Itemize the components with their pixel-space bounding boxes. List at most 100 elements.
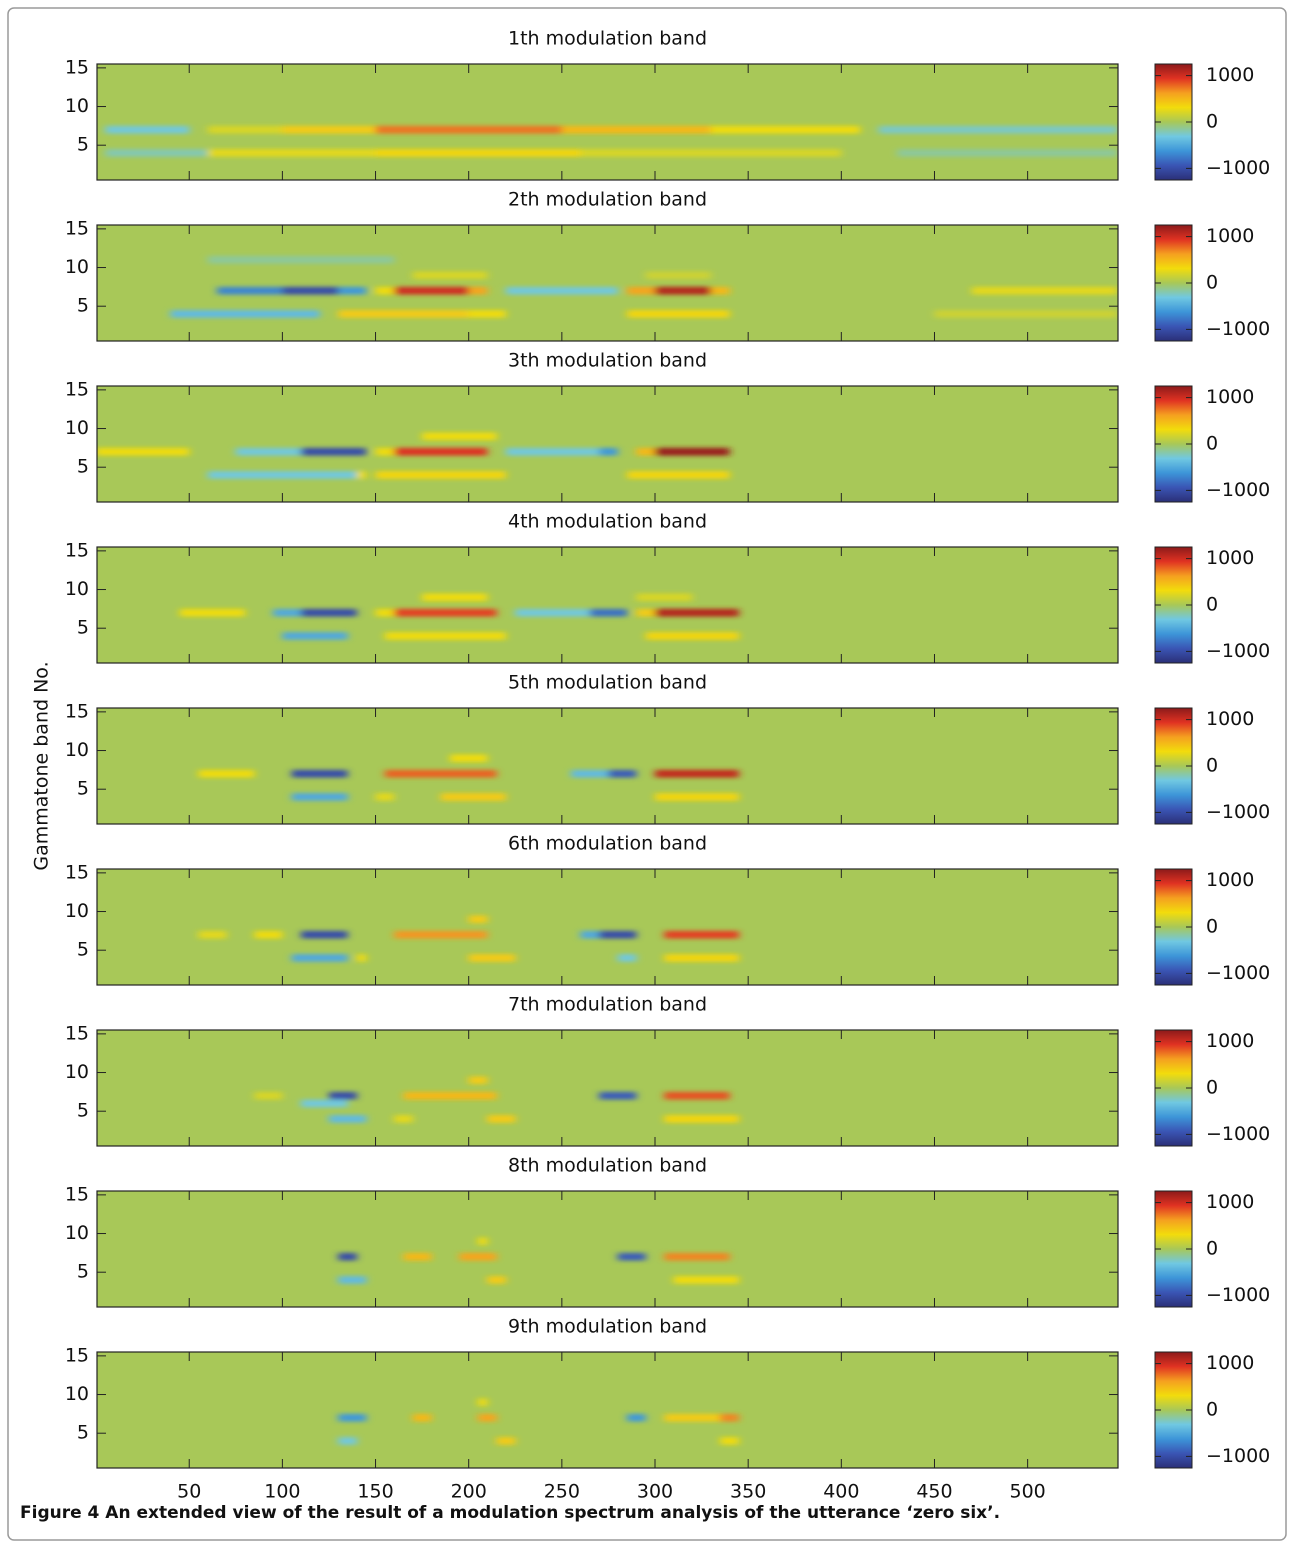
y-tick-label: 10: [65, 95, 89, 117]
colorbar-tick-label: 1000: [1206, 225, 1254, 247]
y-tick-label: 15: [65, 1022, 89, 1044]
colorbar-tick-label: 1000: [1206, 386, 1254, 408]
heatmap-background: [97, 64, 1118, 180]
heatmap-cell: [618, 1253, 646, 1261]
heatmap-cell: [580, 931, 599, 939]
colorbar-tick-label: −1000: [1206, 801, 1270, 823]
panel-title: 1th modulation band: [508, 28, 707, 50]
heatmap-cell: [394, 1115, 413, 1123]
heatmap-cell: [422, 432, 497, 440]
panel-title: 2th modulation band: [508, 189, 707, 211]
x-tick-label: 250: [544, 1481, 580, 1503]
x-tick-label: 200: [451, 1481, 487, 1503]
heatmap-cell: [506, 287, 618, 295]
panel-title: 9th modulation band: [508, 1316, 707, 1338]
heatmap-cell: [506, 448, 599, 456]
heatmap-cell: [599, 1092, 636, 1100]
y-tick-label: 15: [65, 378, 89, 400]
heatmap-cell: [208, 471, 357, 479]
y-tick-label: 10: [65, 1383, 89, 1405]
heatmap-cell: [664, 931, 739, 939]
y-tick-label: 5: [77, 134, 89, 156]
y-tick-label: 5: [77, 1100, 89, 1122]
x-tick-label: 300: [637, 1481, 673, 1503]
heatmap-cell: [469, 1076, 488, 1084]
heatmap-cell: [376, 149, 581, 157]
heatmap-cell: [897, 149, 1117, 157]
colorbar-tick-label: 1000: [1206, 869, 1254, 891]
y-tick-label: 10: [65, 1061, 89, 1083]
colorbar-tick-label: 0: [1206, 1399, 1218, 1421]
heatmap-cell: [478, 1414, 497, 1422]
heatmap-cell: [599, 448, 618, 456]
colorbar-tick-label: 0: [1206, 755, 1218, 777]
heatmap-cell: [394, 448, 487, 456]
heatmap-cell: [627, 310, 729, 318]
colorbar-tick-label: −1000: [1206, 318, 1270, 340]
heatmap-cell: [403, 1092, 496, 1100]
y-tick-label: 10: [65, 417, 89, 439]
heatmap-cell: [487, 1276, 506, 1284]
heatmap-cell: [469, 287, 488, 295]
figure: Gammatone band No. Figure 4 An extended …: [0, 0, 1294, 1548]
panel-title: 8th modulation band: [508, 1155, 707, 1177]
heatmap-cell: [571, 770, 608, 778]
heatmap-cell: [562, 126, 711, 134]
heatmap: [96, 386, 1118, 502]
heatmap-cell: [394, 287, 469, 295]
heatmap-cell: [664, 1253, 729, 1261]
y-tick-label: 5: [77, 456, 89, 478]
y-tick-label: 10: [65, 900, 89, 922]
heatmap-cell: [646, 632, 739, 640]
heatmap-cell: [487, 1115, 515, 1123]
heatmap-cell: [329, 1115, 366, 1123]
heatmap-background: [97, 708, 1118, 824]
colorbar-tick-label: 0: [1206, 272, 1218, 294]
heatmap-background: [97, 1352, 1118, 1468]
heatmap-cell: [292, 793, 348, 801]
heatmap-background: [97, 225, 1118, 341]
heatmap-cell: [208, 126, 283, 134]
heatmap-cell: [208, 256, 394, 264]
heatmap-background: [97, 386, 1118, 502]
heatmap-cell: [655, 448, 730, 456]
heatmap-cell: [105, 149, 207, 157]
heatmap: [97, 1191, 1118, 1307]
heatmap-cell: [627, 1414, 646, 1422]
heatmap-cell: [469, 915, 488, 923]
heatmap-cell: [301, 448, 366, 456]
heatmap-cell: [329, 1092, 357, 1100]
y-tick-label: 5: [77, 1261, 89, 1283]
heatmap-cell: [394, 609, 496, 617]
heatmap-cell: [934, 310, 1117, 318]
x-tick-label: 400: [823, 1481, 859, 1503]
heatmap-cell: [422, 593, 487, 601]
heatmap-cell: [441, 793, 506, 801]
heatmap-cell: [711, 287, 730, 295]
panel-title: 7th modulation band: [508, 994, 707, 1016]
y-tick-label: 15: [65, 700, 89, 722]
heatmap-cell: [599, 931, 636, 939]
heatmap-cell: [469, 954, 516, 962]
colorbar-tick-label: −1000: [1206, 1445, 1270, 1467]
panel-title: 5th modulation band: [508, 672, 707, 694]
heatmap-cell: [338, 287, 366, 295]
heatmap-cell: [413, 1414, 432, 1422]
heatmap-cell: [292, 954, 348, 962]
heatmap-cell: [655, 287, 711, 295]
y-tick-label: 5: [77, 617, 89, 639]
heatmap-cell: [627, 471, 729, 479]
heatmap-cell: [282, 287, 338, 295]
colorbar-tick-label: 1000: [1206, 1030, 1254, 1052]
heatmap-cell: [413, 271, 488, 279]
heatmap-cell: [236, 448, 301, 456]
heatmap-cell: [720, 1414, 739, 1422]
heatmap-cell: [478, 1237, 487, 1245]
y-tick-label: 15: [65, 1344, 89, 1366]
heatmap-cell: [254, 931, 282, 939]
x-tick-label: 100: [264, 1481, 300, 1503]
panel-title: 4th modulation band: [508, 511, 707, 533]
heatmap-cell: [338, 310, 468, 318]
colorbar-tick-label: 1000: [1206, 547, 1254, 569]
colorbar-tick-label: 0: [1206, 594, 1218, 616]
